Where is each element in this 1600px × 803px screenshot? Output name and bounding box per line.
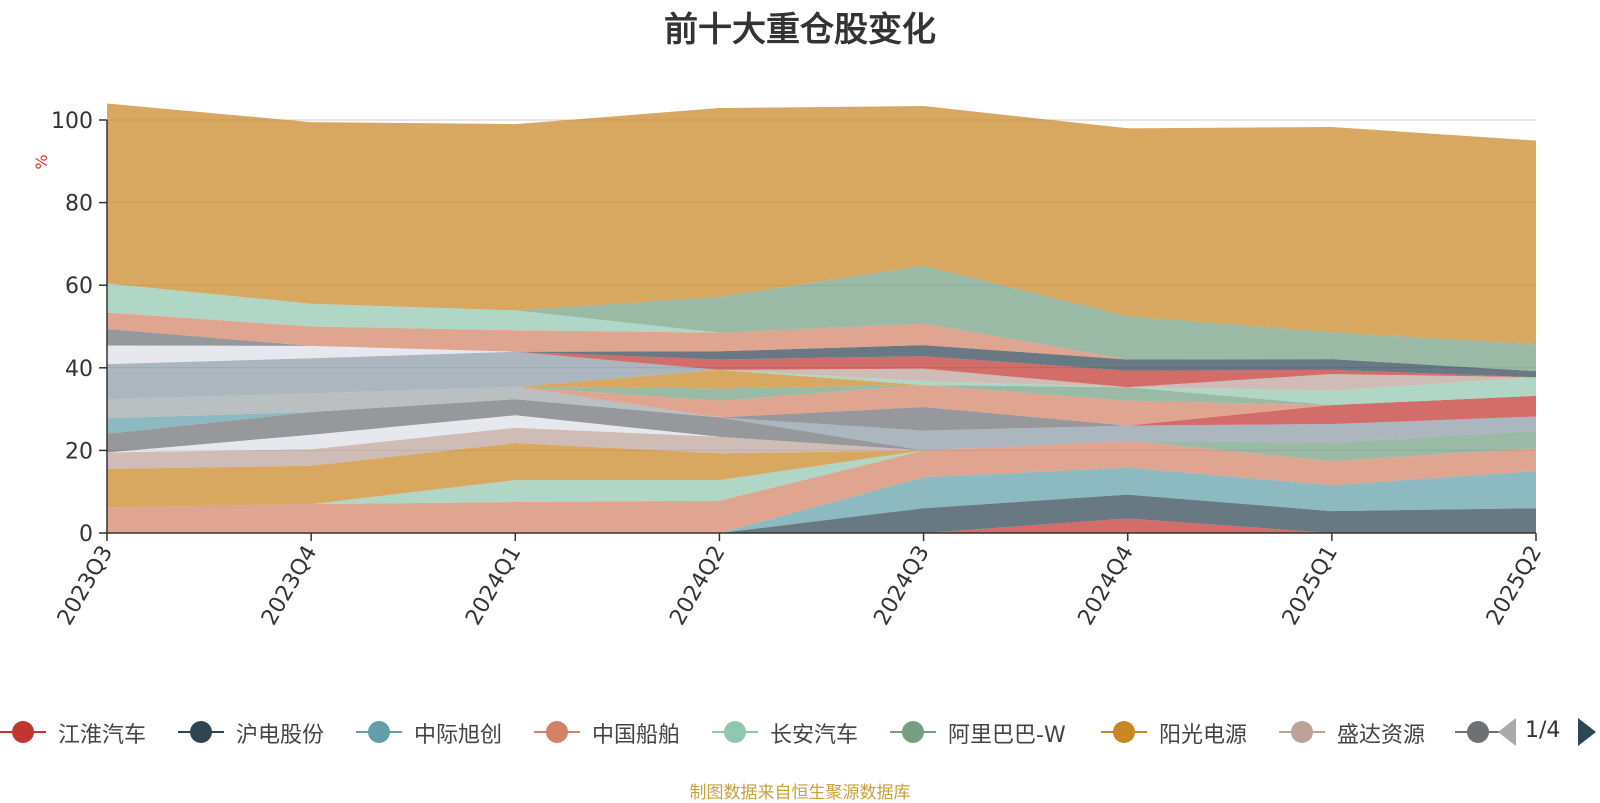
legend-dot-icon [724, 721, 746, 743]
x-tick-label: 2024Q2 [665, 542, 730, 630]
y-tick-label: 0 [79, 522, 93, 547]
area-series-26 [107, 283, 1536, 372]
area-series-2 [107, 467, 1536, 533]
chart-title: 前十大重仓股变化 [664, 10, 936, 50]
legend-dot-icon [1113, 721, 1135, 743]
area-series-14 [107, 386, 1536, 431]
legend-dot-icon [1467, 721, 1489, 743]
legend-dot-icon [190, 721, 212, 743]
area-series-22 [107, 345, 1536, 378]
area-series-18 [107, 369, 1536, 405]
area-series-13 [107, 386, 1536, 431]
area-series-7 [107, 415, 1536, 462]
legend-label: 中国船舶 [592, 723, 681, 748]
x-tick-label: 2024Q4 [1074, 542, 1139, 630]
y-tick-label: 20 [65, 439, 93, 464]
area-series-3 [107, 440, 1536, 533]
area-series-16 [107, 385, 1536, 405]
area-series-25 [107, 312, 1536, 372]
area-series-4 [107, 440, 1536, 508]
area-series-10 [107, 399, 1536, 451]
area-series-1 [107, 494, 1536, 533]
area-series-5 [107, 440, 1536, 508]
area-series-6 [107, 427, 1536, 469]
legend-dot-icon [1291, 721, 1313, 743]
legend-dot-icon [546, 721, 568, 743]
legend-label: 中际旭创 [414, 723, 503, 748]
area-series-0 [107, 518, 1536, 533]
y-tick-label: 60 [65, 274, 93, 299]
legend-next-page-icon[interactable] [1578, 718, 1596, 746]
area-series-9 [107, 399, 1536, 462]
area-series-21 [107, 351, 1536, 388]
area-series-24 [107, 329, 1536, 378]
y-tick-label: 80 [65, 192, 93, 217]
y-tick-label: 100 [51, 109, 93, 134]
legend-label: 沪电股份 [236, 723, 325, 748]
legend: 江淮汽车 沪电股份 中际旭创 中国船舶 长安汽车 阿里巴巴-W 阳光电源 盛达资源 [0, 715, 1600, 755]
legend-prev-page-icon[interactable] [1498, 718, 1516, 746]
x-tick-label: 2025Q2 [1482, 542, 1547, 630]
x-tick-label: 2025Q1 [1278, 542, 1343, 630]
legend-dot-icon [12, 721, 34, 743]
legend-label: 阿里巴巴-W [948, 723, 1066, 748]
area-series-11 [107, 395, 1536, 434]
source-note: 制图数据来自恒生聚源数据库 [689, 783, 911, 803]
x-tick-label: 2023Q3 [53, 542, 118, 630]
legend-label: 盛达资源 [1337, 723, 1426, 748]
area-series-28 [107, 103, 1536, 345]
x-tick-label: 2024Q1 [461, 542, 526, 630]
area-series-8 [107, 399, 1536, 462]
y-axis-label: % [32, 154, 51, 169]
area-series-15 [107, 385, 1536, 426]
x-tick-label: 2023Q4 [257, 542, 322, 630]
legend-label: 长安汽车 [770, 723, 859, 748]
x-tick-label: 2024Q3 [869, 542, 934, 630]
legend-label: 阳光电源 [1159, 723, 1248, 748]
y-tick-label: 40 [65, 357, 93, 382]
area-series-27 [107, 265, 1536, 372]
legend-label: 江淮汽车 [58, 723, 147, 748]
legend-dot-icon [368, 721, 390, 743]
area-series [107, 103, 1536, 533]
legend-dot-icon [902, 721, 924, 743]
area-series-19 [107, 368, 1536, 400]
legend-page-indicator: 1/4 [1525, 718, 1561, 743]
area-series-20 [107, 351, 1536, 400]
